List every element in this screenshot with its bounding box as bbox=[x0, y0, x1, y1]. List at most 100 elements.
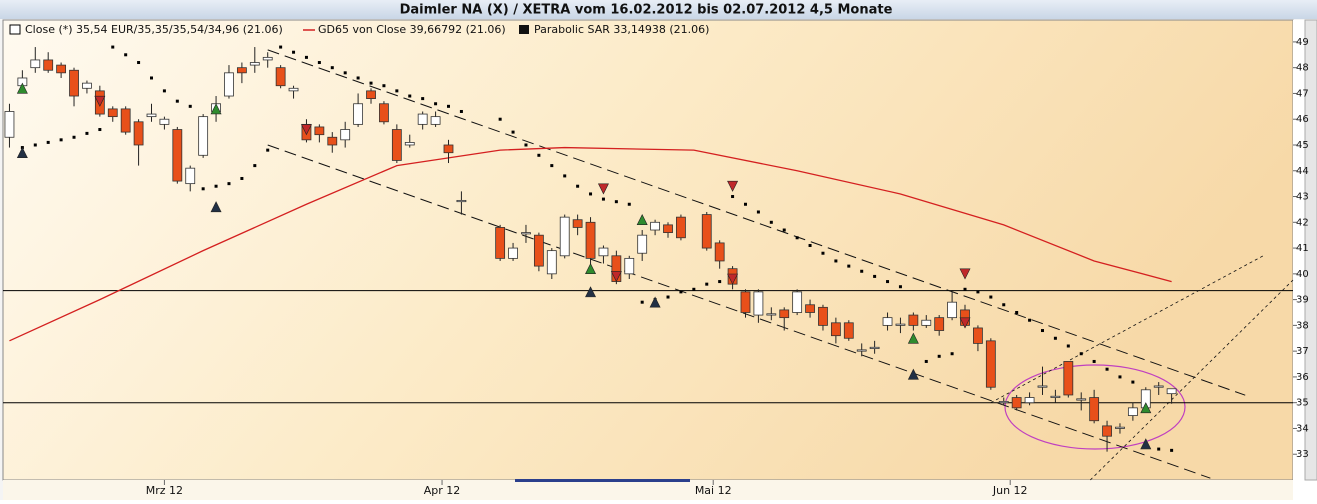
candle-body bbox=[676, 216, 686, 239]
sar-dot bbox=[873, 274, 877, 278]
y-tick-label: 43 bbox=[1296, 192, 1309, 203]
sell-signals bbox=[727, 180, 739, 192]
sar-dot bbox=[860, 269, 864, 273]
sar-dot bbox=[1002, 303, 1006, 307]
candle-body bbox=[598, 247, 609, 257]
candle-body bbox=[882, 317, 893, 326]
candle-body bbox=[185, 167, 196, 185]
candle-body bbox=[856, 349, 867, 352]
sar-dot bbox=[408, 94, 412, 98]
y-tick-label: 44 bbox=[1296, 166, 1309, 177]
candle-body bbox=[1037, 385, 1048, 388]
sar-dot bbox=[898, 285, 902, 289]
sar-dot bbox=[705, 282, 709, 286]
candle-body bbox=[895, 323, 906, 326]
sar-dot bbox=[175, 99, 179, 103]
sar-dot bbox=[1040, 329, 1044, 333]
candle-body bbox=[146, 113, 157, 118]
candle-body bbox=[275, 67, 286, 87]
candle-body bbox=[404, 142, 415, 146]
candle-body bbox=[818, 306, 828, 326]
candle-body bbox=[714, 242, 725, 262]
sell-signals bbox=[610, 271, 622, 283]
sar-dot bbox=[589, 192, 593, 196]
y-tick-label: 38 bbox=[1296, 320, 1309, 331]
trend-line bbox=[990, 254, 1265, 404]
candle-body bbox=[869, 346, 880, 349]
candle-body bbox=[120, 108, 131, 133]
sar-dot bbox=[459, 109, 463, 113]
sar-dot bbox=[1015, 310, 1019, 314]
x-tick-label: Apr 12 bbox=[424, 484, 461, 497]
candle-body bbox=[1127, 407, 1138, 416]
candle-body bbox=[249, 62, 260, 66]
scrollbar[interactable] bbox=[1304, 19, 1317, 481]
sar-dot bbox=[963, 287, 967, 291]
sar-dot bbox=[563, 174, 567, 178]
sar-dot bbox=[1157, 447, 1161, 451]
candle-body bbox=[391, 129, 402, 161]
candle-body bbox=[663, 224, 673, 234]
sar-dot bbox=[72, 135, 76, 139]
sar-dot bbox=[46, 140, 50, 144]
x-tick-label: Mrz 12 bbox=[146, 484, 183, 497]
sar-dot bbox=[1131, 380, 1135, 384]
sar-dot bbox=[743, 202, 747, 206]
buy-signals bbox=[585, 263, 597, 274]
sar-dot bbox=[576, 184, 580, 188]
sar-dot bbox=[1079, 352, 1083, 356]
candle-body bbox=[1153, 385, 1164, 388]
sar-dot bbox=[421, 97, 425, 101]
candle-body bbox=[1011, 397, 1022, 409]
candle-body bbox=[792, 291, 803, 313]
sar-dot bbox=[1092, 359, 1096, 363]
sar-dot bbox=[756, 210, 760, 214]
sar-dot bbox=[98, 128, 102, 132]
candle-body bbox=[973, 327, 983, 344]
candle-body bbox=[985, 340, 996, 388]
candle-body bbox=[224, 72, 234, 97]
candle-body bbox=[921, 319, 932, 326]
sar-dot bbox=[446, 104, 450, 108]
y-tick-label: 35 bbox=[1296, 398, 1309, 409]
x-tick-label: Mai 12 bbox=[695, 484, 732, 497]
candle-body bbox=[533, 234, 544, 267]
sell-signals bbox=[959, 317, 971, 329]
candle-body bbox=[456, 199, 467, 203]
sar-dot bbox=[201, 187, 205, 191]
candle-body bbox=[379, 103, 389, 123]
y-tick-label: 48 bbox=[1296, 63, 1309, 74]
candle-body bbox=[1115, 426, 1125, 429]
candle-body bbox=[508, 247, 518, 259]
sar-dot bbox=[266, 148, 270, 152]
candle-body bbox=[1063, 361, 1074, 396]
candle-body bbox=[779, 309, 790, 319]
sar-dot bbox=[524, 143, 528, 147]
candle-body bbox=[133, 121, 144, 146]
y-tick-label: 45 bbox=[1296, 140, 1309, 151]
sar-dot bbox=[511, 130, 515, 134]
candle-body bbox=[740, 291, 751, 313]
candle-body bbox=[1024, 397, 1035, 404]
stop-markers bbox=[585, 286, 597, 298]
sar-dot bbox=[59, 138, 63, 142]
candle-body bbox=[843, 322, 854, 339]
candle-body bbox=[1050, 395, 1061, 398]
sell-signals bbox=[300, 124, 312, 136]
sar-dot bbox=[1066, 344, 1070, 348]
candle-body bbox=[353, 103, 364, 125]
buy-signals bbox=[210, 103, 222, 115]
candle-body bbox=[1089, 397, 1100, 422]
candle-body bbox=[559, 216, 570, 257]
sar-dot bbox=[1105, 367, 1109, 371]
candle-body bbox=[236, 67, 247, 74]
sar-dot bbox=[85, 131, 89, 135]
sar-dot bbox=[1170, 448, 1174, 452]
y-tick-label: 47 bbox=[1296, 88, 1309, 99]
sar-dot bbox=[821, 251, 825, 255]
sar-dot bbox=[989, 295, 993, 299]
legend-label: GD65 von Close 39,66792 (21.06) bbox=[318, 23, 506, 36]
candle-body bbox=[934, 317, 945, 331]
title-bar bbox=[0, 0, 1317, 19]
